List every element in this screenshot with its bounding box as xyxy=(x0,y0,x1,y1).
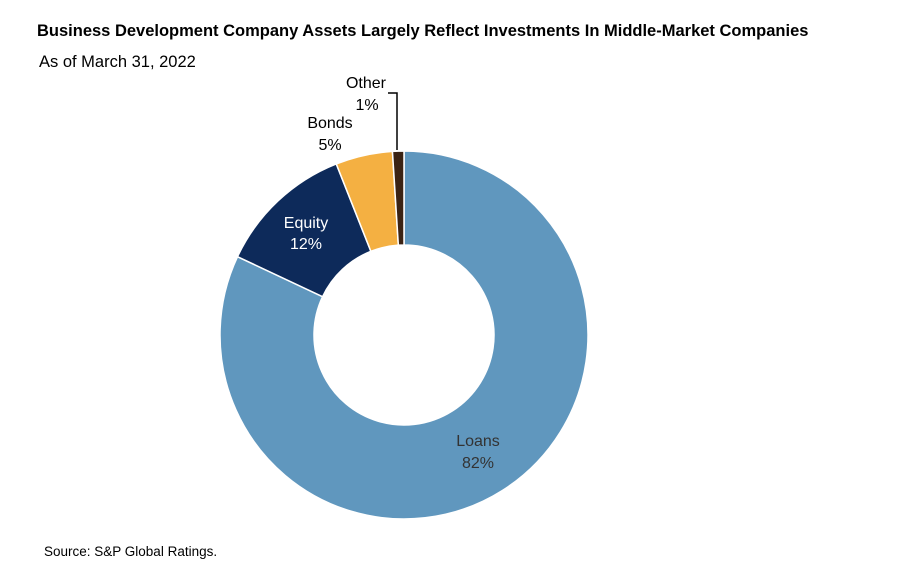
loans-value-label: 82% xyxy=(462,455,494,472)
chart-title: Business Development Company Assets Larg… xyxy=(37,22,809,40)
chart-subtitle: As of March 31, 2022 xyxy=(39,53,196,71)
bonds-label: Bonds xyxy=(307,115,352,132)
equity-value-label: 12% xyxy=(290,236,322,253)
loans-label: Loans xyxy=(456,433,500,450)
other-leader-line xyxy=(388,92,398,150)
other-label: Other xyxy=(346,75,387,92)
source-note: Source: S&P Global Ratings. xyxy=(44,544,218,559)
bonds-value-label: 5% xyxy=(318,137,341,154)
slice-other xyxy=(391,150,405,246)
other-value-label: 1% xyxy=(355,97,378,114)
slice-loans xyxy=(219,150,589,520)
equity-label: Equity xyxy=(284,215,328,232)
